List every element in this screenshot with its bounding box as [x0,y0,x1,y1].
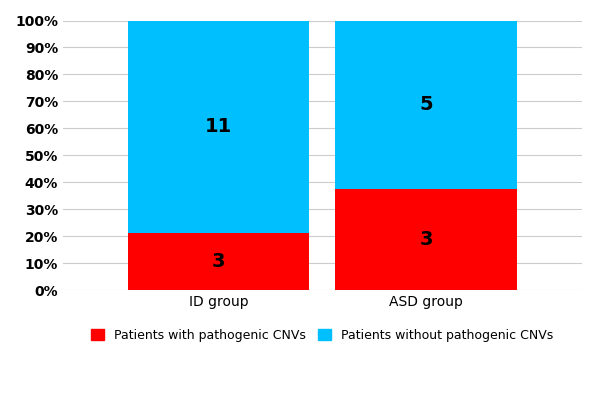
Text: 3: 3 [419,230,433,249]
Bar [335,21,517,189]
Text: 5: 5 [419,95,433,114]
Bar [128,233,310,291]
Text: 11: 11 [205,117,232,136]
Bar [335,189,517,291]
Legend: Patients with pathogenic CNVs, Patients without pathogenic CNVs: Patients with pathogenic CNVs, Patients … [86,324,558,347]
Bar [128,21,310,233]
Text: 3: 3 [212,252,225,271]
